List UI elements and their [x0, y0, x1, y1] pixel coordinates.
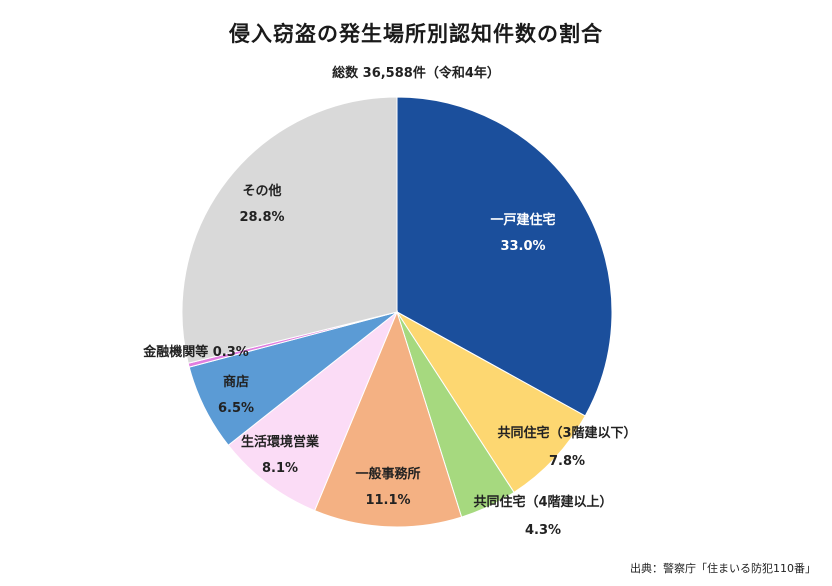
pie-slices: [181, 96, 613, 528]
slice-value-label: 11.1%: [365, 493, 410, 508]
slice-label: 生活環境営業: [241, 434, 320, 450]
slice-label: 商店: [223, 374, 249, 390]
slice-value-label: 28.8%: [239, 210, 284, 225]
pie-slice: [181, 96, 398, 364]
pie-slice: [396, 311, 586, 494]
chart-title: 侵入窃盗の発生場所別認知件数の割合: [229, 22, 603, 46]
chart-subtitle: 総数 36,588件（令和4年）: [332, 66, 500, 81]
slice-label: 一般事務所: [355, 466, 420, 482]
slice-value-label: 6.5%: [218, 401, 254, 416]
pie-slice: [396, 96, 613, 417]
pie-slice: [313, 310, 463, 528]
slice-label: 金融機関等 0.3%: [142, 344, 249, 360]
source-note: 出典：警察庁「住まいる防犯110番」: [630, 562, 816, 575]
slice-label: 一戸建住宅: [490, 212, 555, 228]
slice-label: その他: [242, 183, 281, 199]
slice-value-label: 4.3%: [525, 523, 561, 538]
pie-labels: 一戸建住宅 33.0% 共同住宅（3階建以下） 7.8% 共同住宅（4階建以上） 4.3%…: [142, 183, 636, 538]
slice-value-label: 7.8%: [549, 454, 585, 469]
slice-label: 共同住宅（3階建以下）: [497, 425, 636, 441]
slice-value-label: 33.0%: [500, 239, 545, 254]
pie-slice: [227, 310, 399, 512]
slice-label: 共同住宅（4階建以上）: [473, 494, 612, 510]
slice-value-label: 8.1%: [262, 461, 298, 476]
